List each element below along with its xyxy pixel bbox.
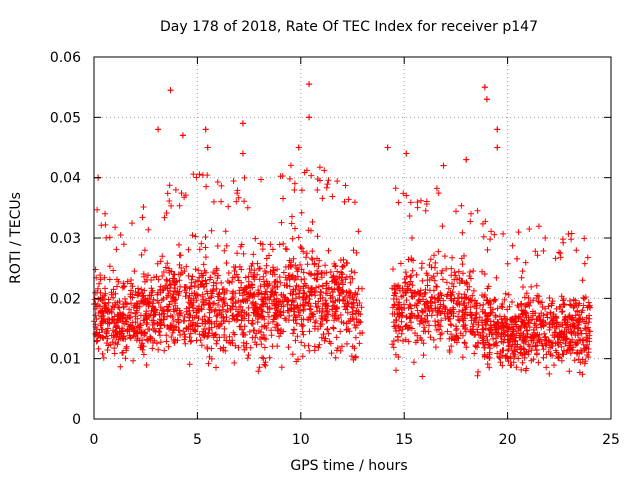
x-axis-label: GPS time / hours (290, 458, 407, 474)
outlier-point (295, 144, 302, 151)
y-tick-label: 0.01 (50, 352, 81, 368)
plot-frame (93, 56, 612, 420)
x-tick-label: 25 (602, 432, 620, 448)
x-tick-label: 5 (193, 432, 202, 448)
y-tick-label: 0 (72, 412, 81, 428)
outlier-point (494, 144, 501, 151)
outlier-point (483, 96, 490, 103)
outlier-point (463, 156, 470, 163)
x-tick-label: 10 (292, 432, 310, 448)
roti-series-marks (91, 81, 594, 380)
chart-title: Day 178 of 2018, Rate Of TEC Index for r… (160, 19, 538, 35)
grid-lines (94, 57, 611, 419)
y-axis-label: ROTI / TECUs (8, 192, 24, 284)
axis-ticks: 0 0.01 0.02 0.03 0.04 0.05 0.06 0 5 10 15 20 25 (50, 50, 620, 448)
outlier-point (306, 114, 313, 121)
outlier-point (179, 132, 186, 139)
y-tick-label: 0.02 (50, 291, 81, 307)
outlier-point (440, 162, 447, 169)
y-tick-label: 0.05 (50, 110, 81, 126)
data-points (91, 81, 594, 380)
outlier-point (306, 81, 313, 88)
outlier-point (481, 84, 488, 91)
outlier-point (167, 87, 174, 94)
y-tick-label: 0.06 (50, 50, 81, 66)
y-tick-label: 0.04 (50, 171, 81, 187)
outlier-point (494, 126, 501, 133)
outlier-point (239, 150, 246, 157)
outlier-point (202, 126, 209, 133)
outlier-point (403, 150, 410, 157)
outlier-point (239, 120, 246, 127)
x-tick-label: 15 (395, 432, 413, 448)
x-tick-label: 20 (499, 432, 517, 448)
outlier-point (204, 144, 211, 151)
y-tick-label: 0.03 (50, 231, 81, 247)
x-tick-label: 0 (90, 432, 99, 448)
outlier-point (384, 144, 391, 151)
outlier-point (155, 126, 162, 133)
